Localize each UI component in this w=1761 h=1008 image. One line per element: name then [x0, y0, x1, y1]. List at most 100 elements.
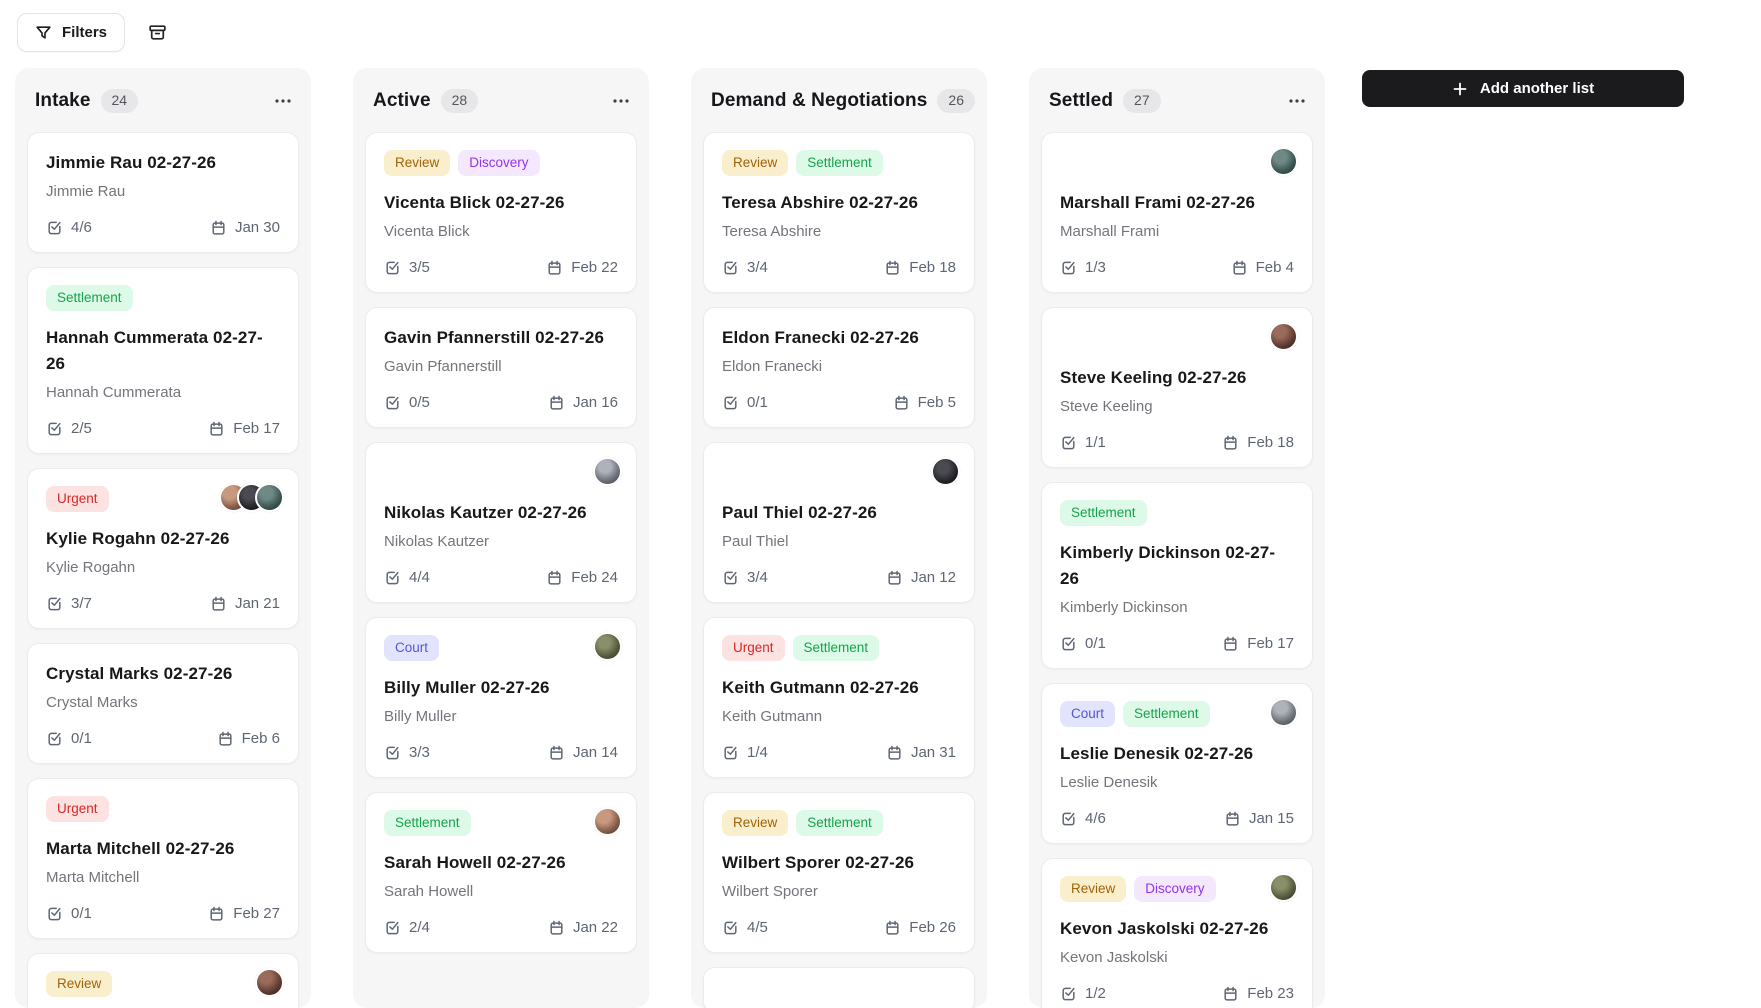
checklist-progress: 4/6 [46, 219, 92, 236]
checklist-progress: 0/1 [1060, 635, 1106, 652]
tag-list: Review [46, 971, 112, 997]
due-date: Jan 14 [548, 744, 618, 761]
tag-discovery: Discovery [458, 150, 539, 176]
checklist-progress: 3/5 [384, 259, 430, 276]
card-title: Kylie Rogahn 02-27-26 [46, 526, 280, 552]
column-title: Demand & Negotiations [711, 90, 927, 112]
tag-list: Settlement [1060, 500, 1147, 526]
card-subtitle: Kimberly Dickinson [1060, 597, 1294, 618]
archive-button[interactable] [143, 18, 172, 47]
tag-review: Review [384, 150, 450, 176]
add-another-list-button[interactable]: Add another list [1362, 70, 1684, 107]
column-menu-button[interactable] [985, 88, 987, 114]
toolbar: Filters [17, 13, 172, 52]
checklist-count: 0/5 [409, 394, 430, 411]
tag-list: Settlement [46, 285, 133, 311]
card-top-row: Review Discovery [384, 150, 618, 178]
checklist-progress: 1/2 [1060, 985, 1106, 1002]
card-subtitle: Sarah Howell [384, 881, 618, 902]
due-date-label: Jan 12 [911, 569, 956, 586]
column-menu-button[interactable] [1285, 88, 1309, 114]
filters-button[interactable]: Filters [17, 13, 125, 52]
calendar-icon [1222, 635, 1239, 652]
checklist-icon [1060, 635, 1077, 652]
tag-list: Review Discovery [384, 150, 540, 176]
due-date: Jan 22 [548, 919, 618, 936]
tag-discovery: Discovery [1134, 876, 1215, 902]
checklist-count: 0/1 [71, 730, 92, 747]
checklist-progress: 3/4 [722, 569, 768, 586]
checklist-count: 3/7 [71, 595, 92, 612]
ellipsis-icon [273, 92, 293, 110]
card-top-row [722, 460, 956, 488]
column-count-badge: 27 [1123, 89, 1161, 113]
card-top-row [1060, 150, 1294, 178]
checklist-count: 2/4 [409, 919, 430, 936]
tag-court: Court [1060, 701, 1115, 727]
checklist-progress: 0/1 [46, 730, 92, 747]
column-menu-button[interactable] [609, 88, 633, 114]
card-subtitle: Leslie Denesik [1060, 772, 1294, 793]
checklist-icon [1060, 810, 1077, 827]
due-date-label: Jan 21 [235, 595, 280, 612]
checklist-icon [384, 919, 401, 936]
checklist-icon [722, 919, 739, 936]
checklist-icon [46, 219, 63, 236]
due-date-label: Feb 26 [909, 919, 956, 936]
due-date-label: Feb 23 [1247, 985, 1294, 1002]
card-title: Jimmie Rau 02-27-26 [46, 150, 280, 176]
checklist-count: 1/2 [1085, 985, 1106, 1002]
card-top-row: Settlement [46, 285, 280, 313]
checklist-icon [1060, 259, 1077, 276]
avatar [931, 457, 960, 486]
card-subtitle: Gavin Pfannerstill [384, 356, 618, 377]
checklist-progress: 1/4 [722, 744, 768, 761]
checklist-count: 4/4 [409, 569, 430, 586]
due-date: Feb 18 [884, 259, 956, 276]
checklist-count: 0/1 [747, 394, 768, 411]
card-subtitle: Hannah Cummerata [46, 382, 280, 403]
kanban-card[interactable] [703, 967, 975, 1008]
card-subtitle: Billy Muller [384, 706, 618, 727]
calendar-icon [548, 919, 565, 936]
card-title: Keith Gutmann 02-27-26 [722, 675, 956, 701]
kanban-card[interactable]: Review [27, 953, 299, 1008]
column-menu-button[interactable] [271, 88, 295, 114]
checklist-count: 1/1 [1085, 434, 1106, 451]
ellipsis-icon [1287, 92, 1307, 110]
calendar-icon [548, 744, 565, 761]
due-date: Feb 26 [884, 919, 956, 936]
checklist-icon [384, 394, 401, 411]
